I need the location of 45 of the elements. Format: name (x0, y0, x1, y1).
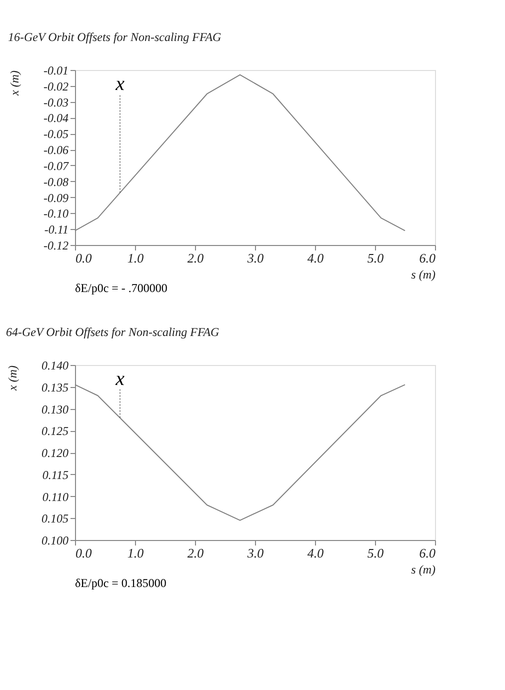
annotation: x (114, 73, 125, 95)
y-axis-title: x (m) (8, 70, 22, 96)
y-tick-label: -0.11 (44, 222, 68, 237)
y-tick-label: 0.105 (42, 512, 68, 526)
chart-title: 64-GeV Orbit Offsets for Non-scaling FFAG (6, 325, 220, 339)
x-axis-title: s (m) (411, 562, 436, 576)
y-tick-label: 0.120 (42, 446, 68, 460)
x-tick-label: 4.0 (307, 250, 324, 266)
x-tick-label: 5.0 (367, 546, 384, 560)
y-tick-label: -0.03 (44, 95, 68, 110)
y-tick-label: -0.10 (44, 206, 68, 221)
text: δE/p0c = - .700000 (75, 281, 168, 295)
x-tick-label: 6.0 (419, 250, 436, 266)
x-tick-label: 2.0 (187, 250, 204, 266)
y-tick-label: -0.02 (44, 79, 68, 94)
y-tick-label: -0.07 (44, 158, 70, 173)
y-tick-label: -0.08 (44, 174, 68, 189)
x-tick-label: 1.0 (127, 250, 144, 266)
x-tick-label: 3.0 (246, 546, 264, 560)
annotation: x (114, 368, 125, 390)
y-tick-label: 0.100 (42, 534, 68, 548)
x-tick-label: 5.0 (367, 250, 384, 266)
y-tick-label: -0.06 (44, 143, 68, 158)
y-tick-label: 0.135 (42, 380, 68, 394)
y-tick-label: 0.125 (42, 424, 68, 438)
y-tick-label: 0.115 (42, 468, 68, 482)
x-tick-label: 3.0 (246, 250, 264, 266)
y-tick-label: -0.01 (44, 64, 68, 78)
y-tick-label: -0.04 (44, 111, 68, 126)
y-tick-label: -0.05 (44, 127, 68, 142)
text: δE/p0c = 0.185000 (75, 576, 166, 590)
x-tick-label: 4.0 (307, 546, 324, 560)
chart-title: 16-GeV Orbit Offsets for Non-scaling FFAG (8, 30, 222, 44)
y-axis-title: x (m) (6, 365, 20, 392)
y-tick-label: 0.110 (42, 490, 68, 504)
y-tick-label: 0.140 (42, 358, 68, 372)
y-tick-label: -0.12 (44, 238, 68, 252)
y-tick-label: 0.130 (42, 402, 68, 416)
x-tick-label: 2.0 (187, 546, 204, 560)
x-axis-title: s (m) (411, 268, 436, 282)
x-tick-label: 0.0 (76, 546, 92, 560)
x-tick-label: 1.0 (127, 546, 144, 560)
y-tick-label: -0.09 (44, 190, 68, 205)
x-tick-label: 0.0 (76, 250, 92, 266)
x-tick-label: 6.0 (419, 546, 436, 560)
